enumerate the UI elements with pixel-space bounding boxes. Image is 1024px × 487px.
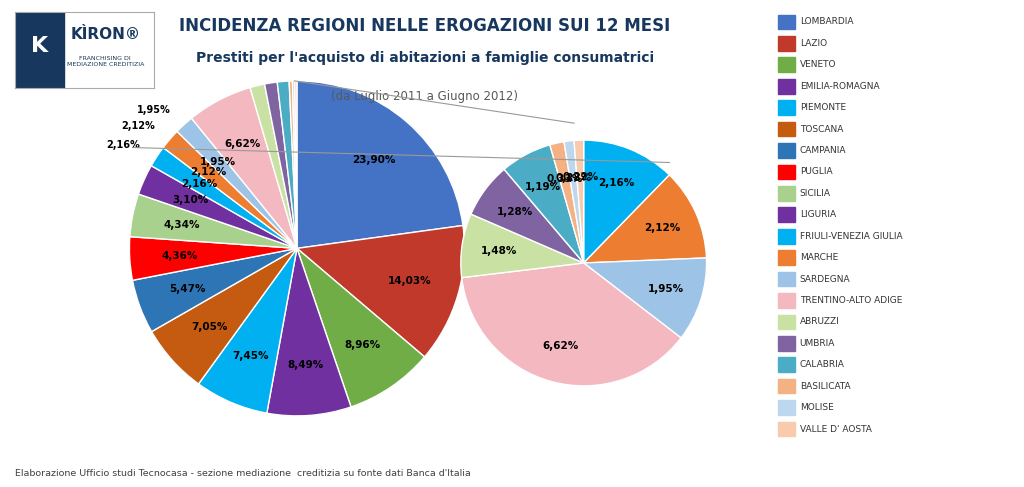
Wedge shape — [138, 166, 297, 248]
Wedge shape — [289, 81, 297, 248]
Text: CALABRIA: CALABRIA — [800, 360, 845, 369]
Wedge shape — [574, 140, 584, 263]
Wedge shape — [584, 258, 707, 338]
Wedge shape — [278, 81, 297, 248]
Text: 1,28%: 1,28% — [497, 207, 532, 217]
Text: TOSCANA: TOSCANA — [800, 125, 843, 133]
Text: TRENTINO-ALTO ADIGE: TRENTINO-ALTO ADIGE — [800, 296, 902, 305]
Wedge shape — [130, 194, 297, 248]
Wedge shape — [267, 248, 351, 416]
Text: 23,90%: 23,90% — [352, 155, 395, 165]
Text: 1,95%: 1,95% — [200, 157, 236, 167]
Text: 2,12%: 2,12% — [121, 121, 155, 131]
Text: 3,10%: 3,10% — [172, 195, 208, 205]
Text: CAMPANIA: CAMPANIA — [800, 146, 846, 155]
Wedge shape — [177, 118, 297, 248]
Wedge shape — [504, 145, 584, 263]
Text: 2,12%: 2,12% — [189, 167, 226, 177]
Wedge shape — [152, 148, 297, 248]
Wedge shape — [550, 142, 584, 263]
Wedge shape — [293, 81, 297, 248]
Text: K: K — [31, 36, 48, 56]
Text: 2,16%: 2,16% — [106, 140, 140, 150]
Text: 1,19%: 1,19% — [525, 182, 561, 192]
Wedge shape — [191, 88, 297, 248]
Text: 2,16%: 2,16% — [598, 178, 634, 188]
Wedge shape — [199, 248, 297, 413]
Text: LIGURIA: LIGURIA — [800, 210, 836, 219]
Text: PIEMONTE: PIEMONTE — [800, 103, 846, 112]
Text: BASILICATA: BASILICATA — [800, 382, 850, 391]
Text: SARDEGNA: SARDEGNA — [800, 275, 850, 283]
Text: LAZIO: LAZIO — [800, 39, 826, 48]
Text: SICILIA: SICILIA — [800, 189, 830, 198]
Text: 6,62%: 6,62% — [543, 341, 579, 351]
Text: 4,34%: 4,34% — [164, 220, 201, 230]
Text: KÌRON®: KÌRON® — [71, 27, 140, 42]
Bar — [15, 12, 63, 88]
Text: 1,95%: 1,95% — [647, 284, 684, 294]
Text: 4,36%: 4,36% — [162, 250, 198, 261]
Wedge shape — [250, 84, 297, 248]
Text: VENETO: VENETO — [800, 60, 837, 69]
Wedge shape — [295, 81, 297, 248]
Text: INCIDENZA REGIONI NELLE EROGAZIONI SUI 12 MESI: INCIDENZA REGIONI NELLE EROGAZIONI SUI 1… — [179, 17, 671, 35]
Text: 1,95%: 1,95% — [137, 105, 171, 115]
Text: ABRUZZI: ABRUZZI — [800, 318, 840, 326]
Text: 7,05%: 7,05% — [191, 322, 228, 332]
Text: FRANCHISING DI
MEDIAZIONE CREDITIZIA: FRANCHISING DI MEDIAZIONE CREDITIZIA — [67, 56, 144, 67]
Text: 0,22%: 0,22% — [562, 172, 598, 182]
Text: Elaborazione Ufficio studi Tecnocasa - sezione mediazione  creditizia su fonte d: Elaborazione Ufficio studi Tecnocasa - s… — [15, 469, 471, 478]
Text: 7,45%: 7,45% — [232, 351, 269, 361]
Wedge shape — [461, 214, 584, 278]
Text: (da Luglio 2011 a Giugno 2012): (da Luglio 2011 a Giugno 2012) — [332, 90, 518, 103]
Text: 5,47%: 5,47% — [169, 284, 205, 294]
Text: 0,23%: 0,23% — [555, 172, 592, 183]
Text: 2,16%: 2,16% — [181, 179, 217, 189]
Text: LOMBARDIA: LOMBARDIA — [800, 18, 853, 26]
Text: UMBRIA: UMBRIA — [800, 339, 836, 348]
Text: 2,12%: 2,12% — [644, 223, 680, 233]
Text: MARCHE: MARCHE — [800, 253, 838, 262]
Wedge shape — [297, 81, 463, 248]
Wedge shape — [471, 169, 584, 263]
Text: PUGLIA: PUGLIA — [800, 168, 833, 176]
Wedge shape — [297, 248, 425, 407]
Wedge shape — [264, 82, 297, 248]
Wedge shape — [564, 140, 584, 263]
Text: Prestiti per l'acquisto di abitazioni a famiglie consumatrici: Prestiti per l'acquisto di abitazioni a … — [196, 51, 654, 65]
Wedge shape — [132, 248, 297, 332]
Text: 8,49%: 8,49% — [288, 360, 324, 370]
Text: 14,03%: 14,03% — [388, 276, 431, 286]
Text: 6,62%: 6,62% — [224, 139, 261, 150]
Wedge shape — [584, 175, 707, 263]
Wedge shape — [152, 248, 297, 384]
Wedge shape — [163, 131, 297, 248]
Wedge shape — [297, 225, 465, 357]
Wedge shape — [584, 140, 670, 263]
Text: MOLISE: MOLISE — [800, 403, 834, 412]
Text: 1,48%: 1,48% — [480, 245, 517, 256]
Text: 0,33%: 0,33% — [547, 174, 583, 184]
Wedge shape — [462, 263, 681, 386]
Text: 8,96%: 8,96% — [345, 340, 381, 350]
Wedge shape — [129, 237, 297, 281]
Text: FRIULI-VENEZIA GIULIA: FRIULI-VENEZIA GIULIA — [800, 232, 902, 241]
Text: EMILIA-ROMAGNA: EMILIA-ROMAGNA — [800, 82, 880, 91]
Text: VALLE D' AOSTA: VALLE D' AOSTA — [800, 425, 871, 433]
